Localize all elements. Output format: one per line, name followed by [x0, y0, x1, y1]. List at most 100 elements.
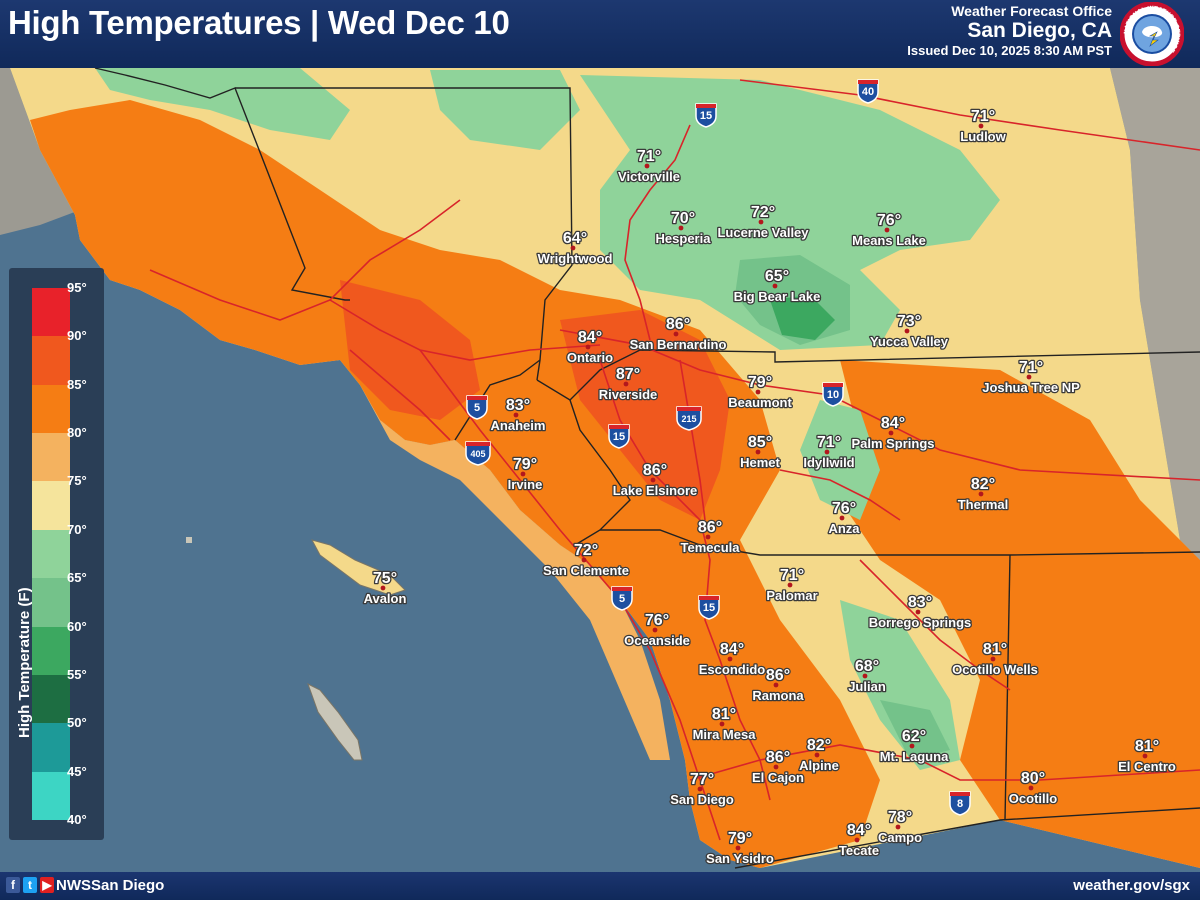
city-name: San Ysidro: [706, 851, 774, 866]
legend-swatch: [32, 626, 70, 676]
city-temperature: 86°: [766, 667, 790, 684]
city-temperature: 87°: [616, 366, 640, 383]
city-name: Hesperia: [656, 231, 712, 246]
interstate-8-shield-icon: 8: [949, 791, 971, 816]
office-location: San Diego, CA: [967, 19, 1112, 42]
city-marker: [862, 673, 868, 679]
legend-tick-label: 90°: [67, 328, 87, 344]
interstate-number: 405: [470, 449, 485, 459]
city-name: Big Bear Lake: [734, 289, 821, 304]
city-marker: [773, 682, 779, 688]
city-big-bear-lake: 65° Big Bear Lake: [732, 267, 821, 306]
twitter-icon[interactable]: t: [23, 877, 37, 893]
city-name: Idyllwild: [803, 455, 854, 470]
legend-swatch: [32, 433, 70, 482]
office-info: Weather Forecast Office San Diego, CA Is…: [907, 3, 1112, 58]
city-name: El Cajon: [752, 770, 804, 785]
city-temperature: 79°: [748, 374, 772, 391]
office-label: Weather Forecast Office: [951, 3, 1112, 19]
city-name: Ontario: [567, 350, 613, 365]
city-marker: [705, 534, 711, 540]
city-thermal: 82° Thermal: [956, 475, 1009, 514]
facebook-icon[interactable]: f: [6, 877, 20, 893]
city-marker: [904, 328, 910, 334]
city-marker: [1026, 374, 1032, 380]
legend-tick-label: 80°: [67, 425, 87, 441]
city-marker: [652, 627, 658, 633]
legend-swatch: [32, 288, 70, 337]
city-name: San Bernardino: [630, 337, 727, 352]
city-marker: [644, 163, 650, 169]
city-lake-elsinore: 86° Lake Elsinore: [611, 461, 698, 500]
youtube-icon[interactable]: ▶: [40, 877, 54, 893]
zone-50s-big-bear: [770, 295, 835, 340]
city-temperature: 71°: [637, 148, 661, 165]
interstate-number: 15: [613, 431, 625, 443]
highway-215: [679, 359, 706, 521]
city-temperature: 71°: [780, 567, 804, 584]
city-marker: [824, 449, 830, 455]
city-alpine: 82° Alpine: [798, 736, 840, 775]
city-name: Palm Springs: [851, 436, 934, 451]
city-name: Anza: [828, 521, 860, 536]
city-marker: [755, 389, 761, 395]
city-name: Oceanside: [624, 633, 690, 648]
border-la-sanbernardino: [235, 87, 573, 381]
city-temperature: 71°: [817, 434, 841, 451]
city-palomar: 71° Palomar: [765, 566, 819, 605]
city-name: Thermal: [958, 497, 1009, 512]
city-name: Joshua Tree NP: [982, 380, 1080, 395]
city-campo: 78° Campo: [877, 808, 924, 847]
website-link[interactable]: weather.gov/sgx: [1073, 877, 1190, 894]
city-ludlow: 71° Ludlow: [959, 107, 1008, 146]
city-san-diego: 77° San Diego: [669, 770, 735, 809]
city-marker: [978, 123, 984, 129]
highway-74: [779, 469, 901, 521]
city-temperature: 78°: [888, 809, 912, 826]
city-marker: [888, 430, 894, 436]
temperature-legend: 95° 90° 85° 80° 75° 70° 65° 60° 55° 50° 45° 40° Hig…: [9, 268, 104, 840]
city-palm-springs: 84° Palm Springs: [850, 414, 936, 453]
legend-swatch: [32, 336, 70, 386]
interstate-15-shield-icon: 15: [698, 595, 720, 620]
city-escondido: 84° Escondido: [697, 640, 766, 679]
city-name: Avalon: [364, 591, 407, 606]
interstate-number: 15: [700, 110, 712, 122]
city-temperature: 79°: [513, 456, 537, 473]
city-name: Ramona: [752, 688, 804, 703]
city-marker: [513, 412, 519, 418]
city-temperature: 82°: [807, 737, 831, 754]
city-temperature: 77°: [690, 771, 714, 788]
interstate-number: 5: [474, 402, 480, 414]
city-marker: [895, 824, 901, 830]
city-temperature: 71°: [1019, 359, 1043, 376]
zone-80s-desert-east: [840, 360, 1200, 868]
city-marker: [585, 344, 591, 350]
city-temperature: 72°: [574, 542, 598, 559]
city-name: Tecate: [839, 843, 879, 858]
header-bar: High Temperatures | Wed Dec 10 Weather F…: [0, 0, 1200, 68]
interstate-number: 215: [681, 414, 696, 424]
city-marker: [773, 764, 779, 770]
city-oceanside: 76° Oceanside: [623, 611, 691, 650]
city-temperature: 62°: [902, 728, 926, 745]
legend-color-scale: [32, 288, 70, 821]
city-victorville: 71° Victorville: [617, 147, 682, 186]
city-borrego-springs: 83° Borrego Springs: [867, 593, 972, 632]
city-san-bernardino: 86° San Bernardino: [628, 315, 727, 354]
city-lucerne-valley: 72° Lucerne Valley: [716, 203, 810, 242]
legend-tick-label: 55°: [67, 666, 87, 682]
city-marker: [915, 609, 921, 615]
city-ocotillo-wells: 81° Ocotillo Wells: [951, 640, 1039, 679]
city-el-centro: 81° El Centro: [1117, 737, 1177, 776]
city-temperature: 79°: [728, 830, 752, 847]
highway-15-south: [599, 359, 771, 801]
highway-la-east: [329, 299, 601, 361]
city-san-clemente: 72° San Clemente: [542, 541, 631, 580]
city-name: Lake Elsinore: [613, 483, 698, 498]
city-marker: [1142, 753, 1148, 759]
city-ramona: 86° Ramona: [751, 666, 806, 705]
city-marker: [758, 219, 764, 225]
city-temperature: 86°: [643, 462, 667, 479]
